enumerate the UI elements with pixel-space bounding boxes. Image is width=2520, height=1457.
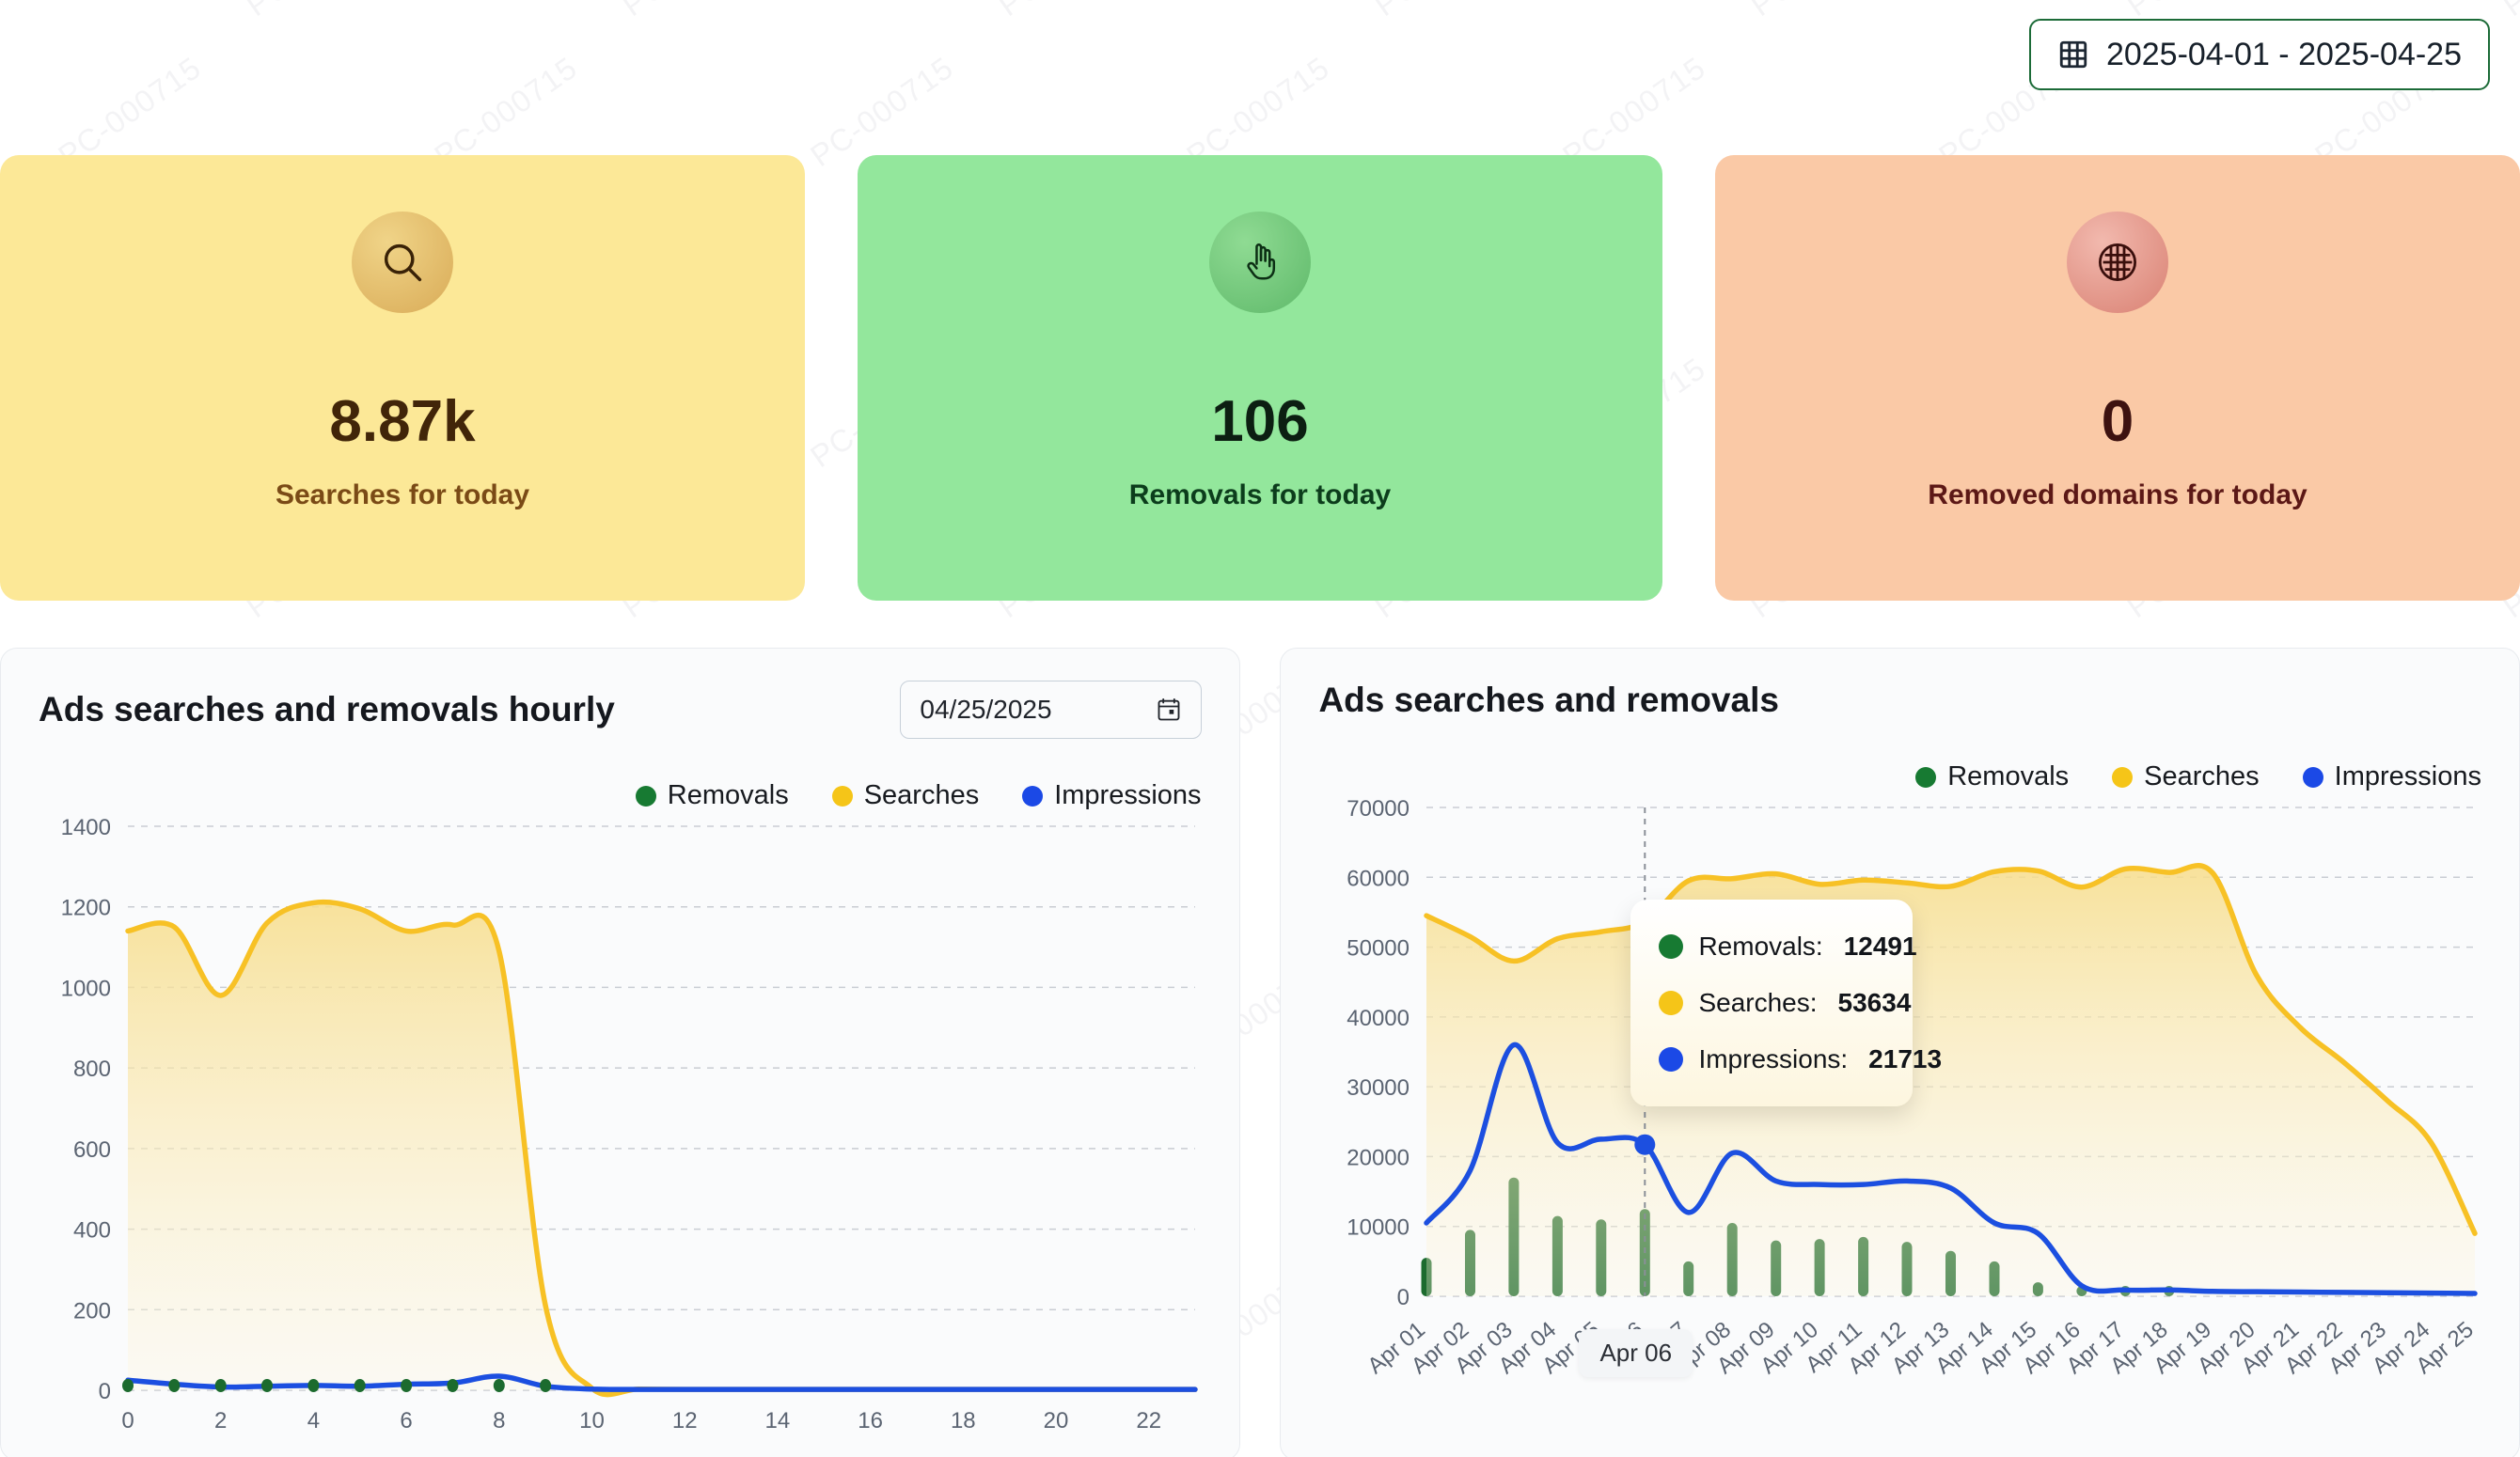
svg-text:60000: 60000 — [1347, 866, 1410, 891]
svg-text:14: 14 — [765, 1408, 791, 1434]
svg-text:0: 0 — [121, 1408, 134, 1434]
svg-text:600: 600 — [73, 1137, 111, 1163]
svg-text:2: 2 — [214, 1408, 227, 1434]
svg-text:4: 4 — [307, 1408, 320, 1434]
svg-text:1200: 1200 — [61, 896, 111, 921]
svg-text:50000: 50000 — [1347, 936, 1410, 962]
svg-text:10000: 10000 — [1347, 1215, 1410, 1241]
svg-text:800: 800 — [73, 1057, 111, 1082]
svg-text:0: 0 — [99, 1379, 111, 1404]
svg-text:0: 0 — [1397, 1285, 1410, 1310]
svg-text:40000: 40000 — [1347, 1006, 1410, 1031]
svg-text:10: 10 — [579, 1408, 605, 1434]
svg-text:22: 22 — [1136, 1408, 1161, 1434]
svg-text:8: 8 — [493, 1408, 505, 1434]
svg-text:70000: 70000 — [1347, 798, 1410, 822]
svg-text:16: 16 — [858, 1408, 883, 1434]
svg-text:1000: 1000 — [61, 976, 111, 1001]
svg-text:20: 20 — [1044, 1408, 1069, 1434]
svg-text:400: 400 — [73, 1218, 111, 1244]
svg-text:20000: 20000 — [1347, 1145, 1410, 1170]
svg-text:12: 12 — [672, 1408, 698, 1434]
svg-text:6: 6 — [400, 1408, 412, 1434]
svg-text:30000: 30000 — [1347, 1075, 1410, 1101]
svg-text:18: 18 — [951, 1408, 976, 1434]
svg-text:1400: 1400 — [61, 817, 111, 840]
svg-text:200: 200 — [73, 1298, 111, 1324]
